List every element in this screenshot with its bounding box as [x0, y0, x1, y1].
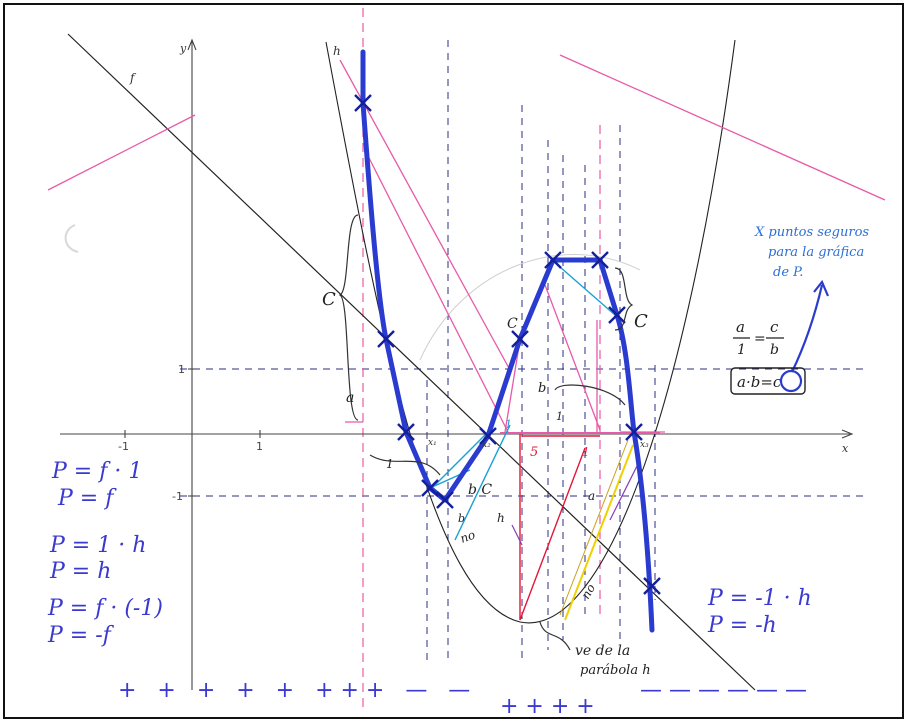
pink-dashed-guides	[362, 8, 601, 712]
label-b-small: b	[458, 512, 465, 525]
note-left-2: P = f	[57, 486, 117, 511]
label-s: 5	[530, 445, 538, 460]
tick-y-1: 1	[178, 363, 185, 376]
note-right-1: P = -1 · h	[707, 586, 812, 611]
sign-row-right-plus: + + + +	[500, 694, 595, 719]
label-root-x2: x₂	[482, 440, 491, 450]
label-root-x1: x₁	[428, 438, 437, 448]
label-a-right: a	[588, 489, 595, 503]
prop-c: c	[770, 318, 779, 336]
label-root-x3: x₃	[640, 440, 649, 450]
y-axis-label: y	[179, 42, 187, 55]
graph-p-curve	[360, 49, 655, 633]
smudge	[64, 224, 79, 253]
prop-eq: =	[754, 331, 766, 347]
page-border	[3, 3, 904, 719]
note-right-2: P = -h	[707, 613, 777, 638]
label-one-mid: 1	[556, 410, 563, 423]
proportion-note: a 1 = c b a·b=c	[730, 318, 806, 395]
blue-note-line3: de P.	[773, 265, 803, 280]
x-axis-label: x	[842, 442, 849, 455]
note-left-5: P = f · (-1)	[47, 596, 163, 621]
note-left-3: P = 1 · h	[49, 533, 146, 558]
note-left-1: P = f · 1	[51, 459, 142, 484]
axes	[60, 38, 854, 690]
label-c-left: C	[322, 289, 336, 310]
tick-x-neg1: -1	[118, 440, 129, 453]
braces	[338, 214, 634, 651]
label-c-mid: C	[507, 316, 518, 332]
label-bc: b C	[468, 482, 492, 498]
vertex-note-line2: parábola h	[580, 663, 651, 678]
parabola-h	[325, 39, 736, 624]
label-one-blue: 1	[505, 418, 512, 431]
label-one-red: 1	[582, 445, 590, 459]
right-notes: P = -1 · h P = -h	[707, 586, 812, 638]
note-left-6: P = -f	[47, 623, 115, 648]
prop-b: b	[770, 342, 779, 358]
label-h-mid: h	[497, 511, 505, 525]
prop-one: 1	[737, 342, 746, 358]
tick-x-1: 1	[256, 440, 263, 453]
arrow-head	[813, 279, 830, 297]
blue-note: X puntos seguros para la gráfica de P.	[754, 225, 869, 280]
label-no-2: no	[578, 582, 598, 602]
label-c-right: C	[634, 311, 648, 332]
blue-note-line2: para la gráfica	[768, 245, 864, 260]
label-one-left: 1	[386, 457, 394, 471]
yellow-lines	[559, 439, 634, 621]
label-b-mid: b	[538, 381, 546, 396]
line-f	[67, 33, 756, 691]
left-notes: P = f · 1 P = f P = 1 · h P = h P = f · …	[47, 459, 163, 648]
sign-row: + + + + + + + + — — + + + + — — — — — —	[118, 678, 807, 719]
point-marks	[354, 94, 661, 595]
note-left-4: P = h	[49, 559, 111, 584]
label-no-1: no	[458, 528, 477, 546]
prop-product: a·b=c	[737, 373, 782, 391]
vertex-note-line1: ve de la	[575, 643, 630, 659]
sign-row-right-dashes: — — — — — —	[640, 678, 807, 703]
teal-lines	[429, 259, 616, 541]
label-a-left: a	[346, 390, 354, 406]
sign-row-left: + + + + + + + + — —	[118, 678, 470, 703]
blue-note-line1: X puntos seguros	[754, 225, 869, 240]
vertex-note: ve de la parábola h	[575, 643, 651, 678]
label-f: f	[129, 71, 137, 85]
faint-arc	[419, 254, 641, 361]
arrow-to-note	[791, 284, 824, 373]
tick-y-neg1: -1	[172, 490, 183, 503]
label-h: h	[333, 44, 341, 58]
dashed-guides	[180, 40, 868, 660]
red-lines	[519, 434, 600, 621]
prop-a: a	[736, 318, 745, 336]
purple-lines	[511, 459, 641, 546]
